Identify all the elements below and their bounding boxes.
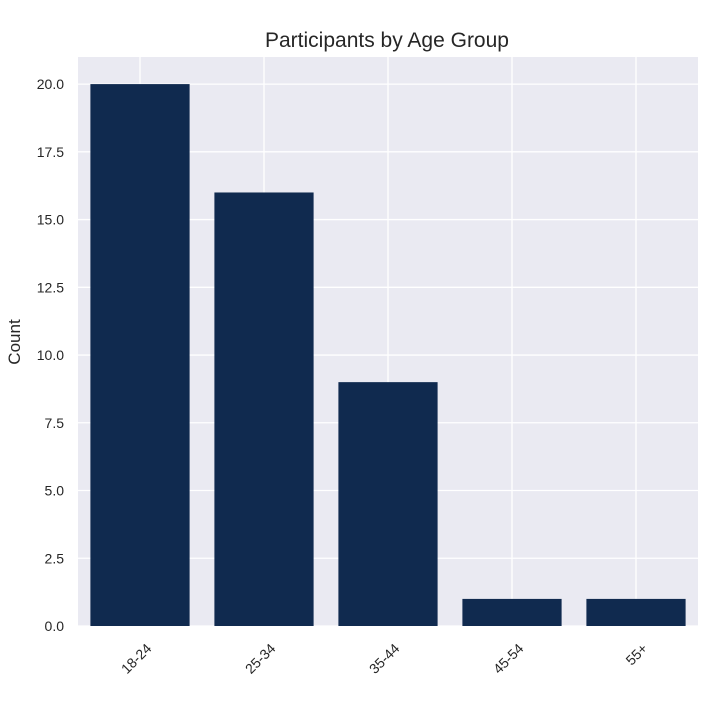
bar-25-34 xyxy=(214,192,314,626)
y-tick-label: 17.5 xyxy=(37,144,64,160)
y-tick-label: 0.0 xyxy=(45,618,65,634)
y-axis-ticks: 0.0 2.5 5.0 7.5 10.0 12.5 15.0 17.5 20.0 xyxy=(37,76,64,634)
bars xyxy=(90,84,686,627)
bar-35-44 xyxy=(338,382,438,626)
x-tick-label: 45-54 xyxy=(490,640,527,677)
y-tick-label: 7.5 xyxy=(45,415,65,431)
y-tick-label: 2.5 xyxy=(45,550,65,566)
x-tick-label: 25-34 xyxy=(242,640,279,677)
y-tick-label: 5.0 xyxy=(45,483,65,499)
x-axis-ticks: 18-24 25-34 35-44 45-54 55+ xyxy=(118,640,651,677)
x-tick-label: 35-44 xyxy=(366,640,403,677)
y-axis-label: Count xyxy=(5,319,24,365)
y-tick-label: 12.5 xyxy=(37,279,64,295)
y-tick-label: 15.0 xyxy=(37,212,64,228)
x-tick-label: 18-24 xyxy=(118,640,155,677)
bar-45-54 xyxy=(462,598,562,626)
y-tick-label: 20.0 xyxy=(37,76,64,92)
chart-title: Participants by Age Group xyxy=(265,29,509,52)
bar-18-24 xyxy=(90,84,190,627)
y-tick-label: 10.0 xyxy=(37,347,64,363)
bar-55+ xyxy=(586,598,686,626)
x-tick-label: 55+ xyxy=(622,640,650,668)
